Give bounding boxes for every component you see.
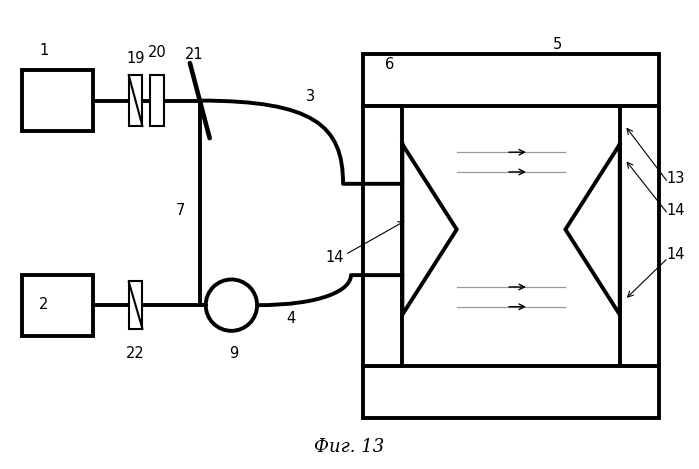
Text: 14: 14: [667, 203, 685, 218]
Bar: [620, 106, 659, 366]
Text: 6: 6: [385, 57, 394, 72]
Text: 9: 9: [229, 346, 238, 361]
Text: 20: 20: [148, 45, 166, 60]
Bar: [363, 54, 659, 106]
Bar: [363, 366, 659, 418]
Text: 14: 14: [667, 247, 685, 262]
Text: 4: 4: [286, 311, 296, 326]
Text: 22: 22: [127, 346, 145, 361]
Text: 3: 3: [306, 89, 315, 104]
Text: 21: 21: [185, 46, 203, 61]
Bar: [129, 281, 143, 329]
Bar: [363, 106, 403, 366]
Text: 1: 1: [39, 43, 48, 58]
Bar: [150, 75, 164, 126]
Text: 2: 2: [39, 297, 48, 312]
Text: 19: 19: [127, 51, 145, 66]
Text: Фиг. 13: Фиг. 13: [315, 439, 384, 456]
Text: 7: 7: [175, 203, 185, 218]
Bar: [22, 70, 93, 131]
Bar: [22, 274, 93, 336]
Text: 5: 5: [553, 37, 562, 52]
Text: 13: 13: [667, 171, 685, 186]
Text: 14: 14: [326, 250, 345, 265]
Bar: [129, 75, 143, 126]
